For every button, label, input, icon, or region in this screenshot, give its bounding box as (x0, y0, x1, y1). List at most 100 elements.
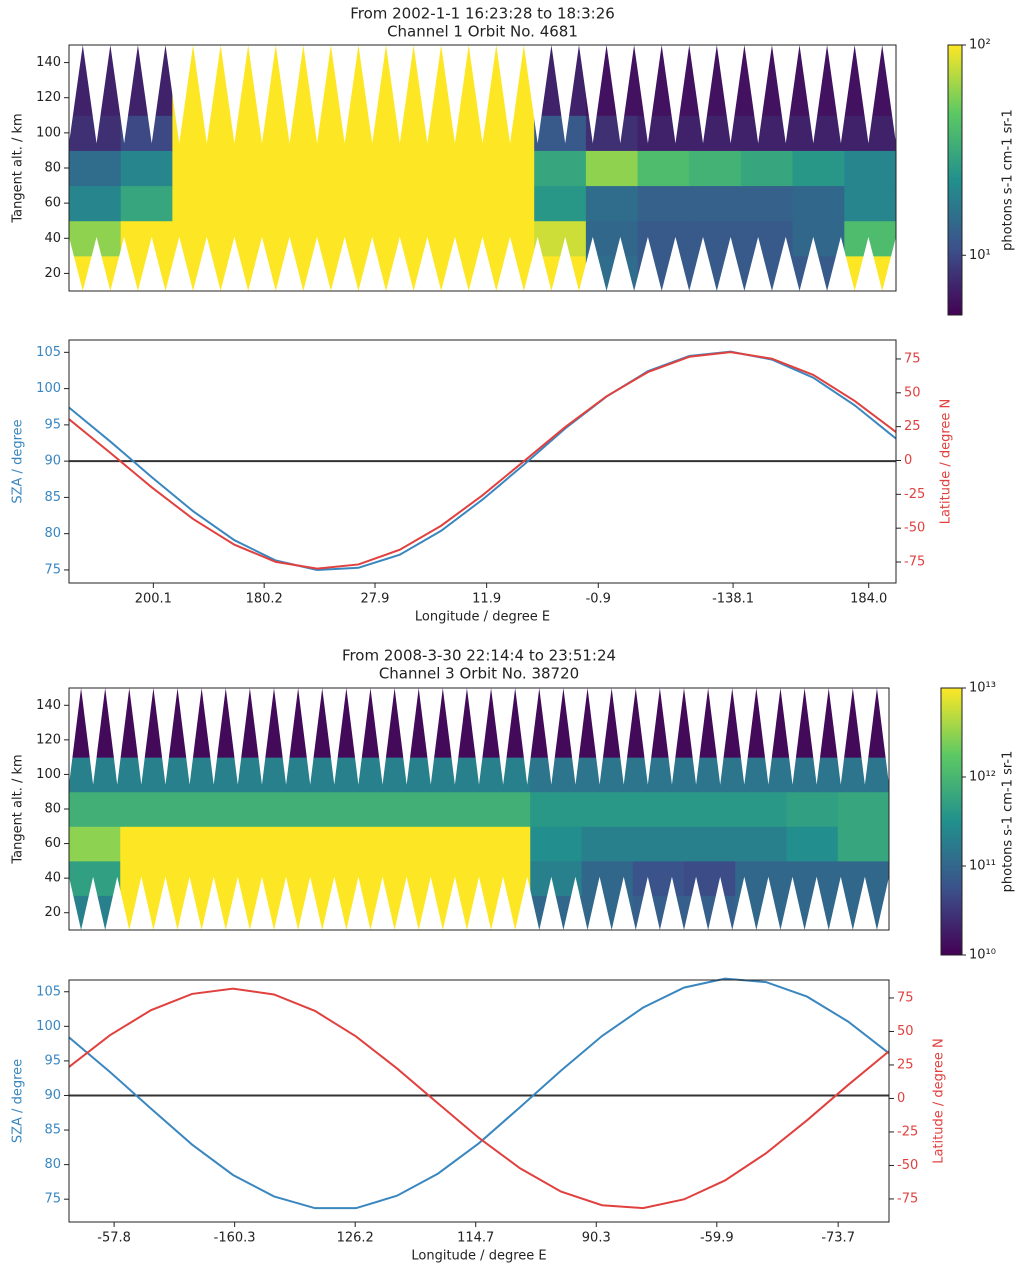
scan-gap (468, 45, 497, 144)
y-tick-label: 95 (44, 1053, 61, 1068)
scan-gap (346, 876, 371, 930)
scan-gap (659, 688, 684, 785)
chart-subtitle: Channel 3 Orbit No. 38720 (379, 665, 579, 683)
scan-gap (110, 45, 138, 144)
chart-title: From 2008-3-30 22:14:4 to 23:51:24 (342, 647, 616, 665)
scan-gap (303, 236, 331, 291)
x-tick-label: -57.8 (97, 1231, 131, 1246)
y-tick-label: 90 (44, 454, 61, 469)
heatmap-cell (684, 826, 736, 862)
x-tick-label: 114.7 (457, 1231, 494, 1246)
scan-gap (634, 45, 662, 144)
scan-gap (105, 876, 130, 930)
heatmap-cell (275, 150, 328, 187)
heatmap-cell (379, 185, 432, 222)
colorbar (940, 687, 963, 956)
scan-gap (441, 236, 469, 291)
x-tick-label: 11.9 (472, 592, 501, 607)
y-tick-label: 25 (904, 419, 921, 434)
y-tick-label: 25 (897, 1057, 914, 1072)
scan-gap (69, 876, 82, 930)
scan-gap (756, 876, 781, 930)
y-tick-label: -50 (904, 521, 925, 536)
scan-gap (442, 688, 467, 785)
y-tick-label: 20 (44, 905, 61, 920)
y-tick-label: 105 (36, 984, 61, 999)
heatmap-cell (274, 826, 326, 862)
heatmap-cell (837, 826, 890, 862)
scan-gap (129, 688, 154, 785)
heatmap-cell (534, 220, 587, 257)
scan-gap (852, 688, 877, 785)
heatmap-cell (222, 826, 275, 862)
heatmap-cell (581, 791, 634, 827)
scan-gap (515, 876, 540, 930)
heatmap-cell (427, 791, 480, 827)
heatmap-cell (274, 791, 326, 827)
heatmap-cell (376, 826, 429, 862)
heatmap-cell (792, 150, 845, 187)
scan-gap (496, 45, 524, 144)
colorbar-tick-label: 10¹² (969, 770, 996, 785)
y-tick-label: 120 (36, 732, 61, 747)
scan-gap (275, 236, 304, 291)
scan-gap (882, 45, 896, 144)
colorbar-label: photons s-1 cm-1 sr-1 (1001, 109, 1016, 251)
heatmap-cell (534, 185, 587, 222)
y-tick-label: 50 (904, 385, 921, 400)
y-tick-label: 20 (44, 266, 61, 281)
scan-gap (882, 236, 896, 291)
x-tick-label: 126.2 (337, 1231, 374, 1246)
scan-gap (744, 45, 772, 144)
heatmap-cell (325, 826, 377, 862)
scan-gap (708, 688, 733, 785)
y-tick-label: -75 (897, 1191, 918, 1206)
scan-gap (876, 876, 889, 930)
scan-gap (684, 876, 709, 930)
scan-gap (249, 688, 274, 785)
scan-gap (105, 688, 130, 785)
heatmap-cell (327, 150, 380, 187)
scan-gap (587, 688, 612, 785)
scan-gap (827, 236, 855, 291)
scan-gap (854, 45, 883, 144)
scan-gap (303, 45, 331, 144)
heatmap-cell (222, 791, 275, 827)
chart-title: From 2002-1-1 16:23:28 to 18:3:26 (350, 5, 615, 23)
heatmap-cell (585, 150, 639, 187)
scan-gap (523, 236, 552, 291)
heatmap-cell (632, 757, 685, 793)
scan-gap (466, 876, 492, 930)
scan-gap (661, 236, 690, 291)
colorbar-tick-label: 10¹⁰ (969, 948, 996, 963)
heatmap-cell (171, 791, 224, 827)
scan-gap (606, 45, 635, 144)
scan-gap (370, 688, 395, 785)
scan-gap (413, 236, 442, 291)
scan-gap (248, 45, 276, 144)
heatmap-cell (69, 150, 122, 187)
scan-gap (771, 236, 800, 291)
heatmap-cell (171, 826, 224, 862)
x-tick-label: -73.7 (821, 1231, 855, 1246)
x-tick-label: 180.2 (246, 592, 283, 607)
scan-gap (732, 876, 757, 930)
y-tick-label: 80 (44, 1157, 61, 1172)
scan-gap (249, 876, 274, 930)
scan-gap (716, 236, 745, 291)
scan-gap (684, 688, 709, 785)
heatmap-cell (325, 791, 377, 827)
scan-gap (661, 45, 690, 144)
scan-gap (771, 45, 800, 144)
colorbar-tick-label: 10¹³ (969, 681, 996, 696)
heatmap-cell (585, 185, 639, 222)
heatmap-cell (69, 791, 121, 827)
heatmap-cell (792, 115, 845, 151)
heatmap-cell (427, 826, 480, 862)
y-tick-label: 105 (36, 345, 61, 360)
heatmap-cell (786, 826, 839, 862)
scan-gap (756, 688, 781, 785)
heatmap-cell (786, 791, 839, 827)
scan-gap (468, 236, 497, 291)
y-tick-label: 85 (44, 1123, 61, 1138)
